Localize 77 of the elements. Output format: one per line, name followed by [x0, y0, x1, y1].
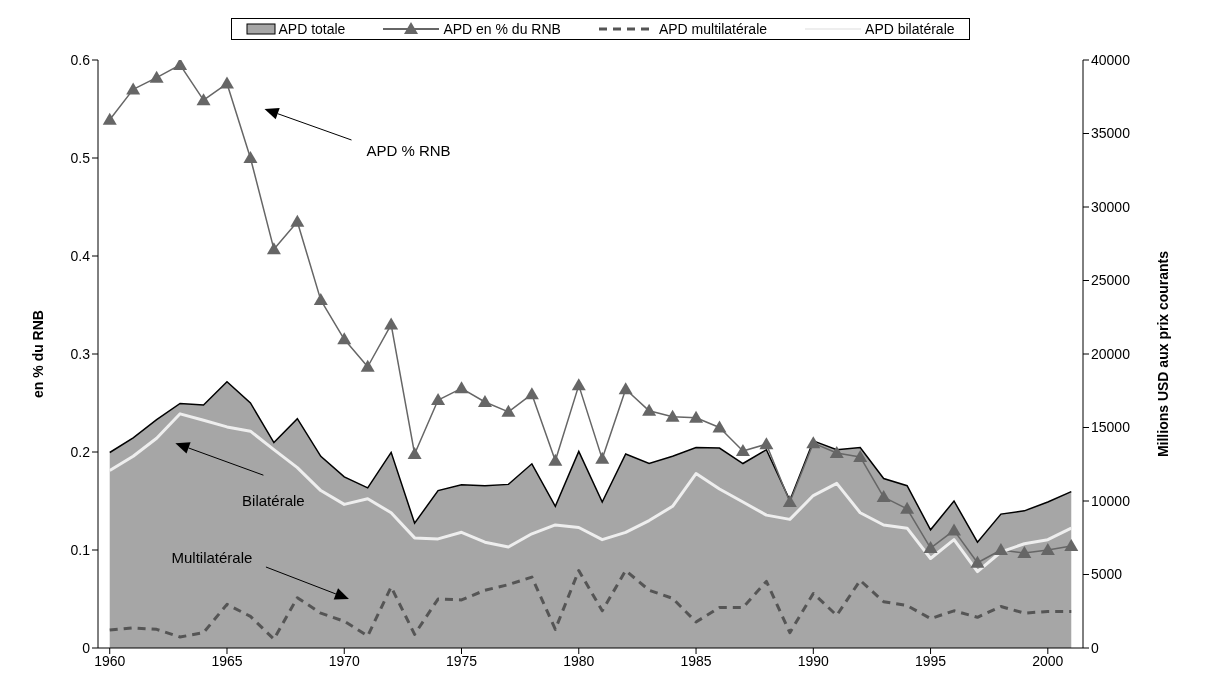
y2-tick-label: 25000: [1091, 272, 1131, 289]
point: [126, 82, 141, 95]
point: [900, 501, 915, 514]
point: [149, 70, 164, 83]
point: [219, 76, 234, 89]
point: [923, 541, 938, 554]
point: [876, 490, 891, 503]
point: [712, 420, 727, 433]
x-tick-label: 2000: [1032, 652, 1064, 669]
y2-tick-label: 0: [1091, 639, 1099, 656]
line-series: [108, 412, 1073, 574]
y2-tick-label: 10000: [1091, 492, 1131, 509]
x-tick-label: 1960: [94, 652, 126, 669]
annotation: Multilatérale: [171, 548, 253, 566]
point: [196, 93, 211, 106]
point: [548, 453, 563, 466]
point: [993, 543, 1008, 555]
point: [829, 445, 844, 458]
y2-tick-label: 35000: [1091, 125, 1131, 142]
point: [337, 332, 352, 345]
point: [782, 494, 797, 507]
x-tick-label: 1965: [211, 652, 243, 669]
point: [524, 387, 539, 400]
x-tick-label: 1985: [680, 652, 712, 669]
point: [1064, 539, 1079, 552]
point: [102, 112, 117, 125]
y-tick-label: 0: [82, 639, 91, 656]
x-tick-label: 1980: [563, 652, 595, 669]
point: [407, 446, 422, 459]
point: [665, 409, 680, 422]
y2-tick-label: 40000: [1091, 51, 1131, 68]
point: [1017, 545, 1032, 558]
point: [454, 381, 469, 394]
point: [571, 378, 586, 391]
legend-label: APD multilatérale: [658, 21, 768, 37]
point: [689, 410, 704, 423]
legend-label: APD en % du RNB: [443, 21, 561, 37]
point: [806, 436, 821, 449]
annotation: APD % RNB: [366, 141, 451, 159]
point: [501, 404, 516, 417]
y2-axis-title: Millions USD aux prix courants: [1154, 250, 1171, 458]
x-tick-label: 1990: [797, 652, 830, 669]
y2-tick-label: 15000: [1091, 419, 1131, 436]
point: [853, 449, 868, 462]
point: [947, 523, 962, 536]
annotation: Bilatérale: [242, 492, 305, 510]
x-tick-label: 1975: [445, 652, 478, 669]
y2-tick-label: 30000: [1091, 198, 1131, 215]
point: [735, 444, 750, 457]
point: [384, 317, 399, 330]
legend-label: APD bilatérale: [865, 21, 955, 37]
y-tick-label: 0.3: [70, 345, 91, 362]
y-tick-label: 0.2: [70, 443, 91, 460]
point: [313, 293, 328, 306]
point: [759, 437, 774, 450]
y-tick-label: 0.6: [70, 51, 91, 68]
point: [1040, 543, 1055, 555]
y2-tick-label: 20000: [1091, 345, 1131, 362]
y-tick-label: 0.5: [70, 149, 91, 166]
y-tick-label: 0.4: [70, 247, 91, 264]
point: [243, 151, 258, 163]
point: [266, 242, 281, 255]
point: [595, 451, 610, 464]
point: [477, 395, 492, 408]
y-axis-title: en % du RNB: [29, 310, 46, 398]
x-tick-label: 1970: [328, 652, 361, 669]
point: [970, 555, 985, 568]
point: [360, 359, 375, 372]
y-tick-label: 0.1: [70, 541, 91, 558]
y2-tick-label: 5000: [1091, 566, 1123, 583]
line-series: [108, 569, 1073, 641]
point: [618, 382, 633, 395]
point: [642, 403, 657, 416]
point: [431, 393, 446, 406]
x-tick-label: 1995: [914, 652, 947, 669]
legend-label: APD totale: [278, 21, 346, 37]
point: [290, 214, 305, 227]
